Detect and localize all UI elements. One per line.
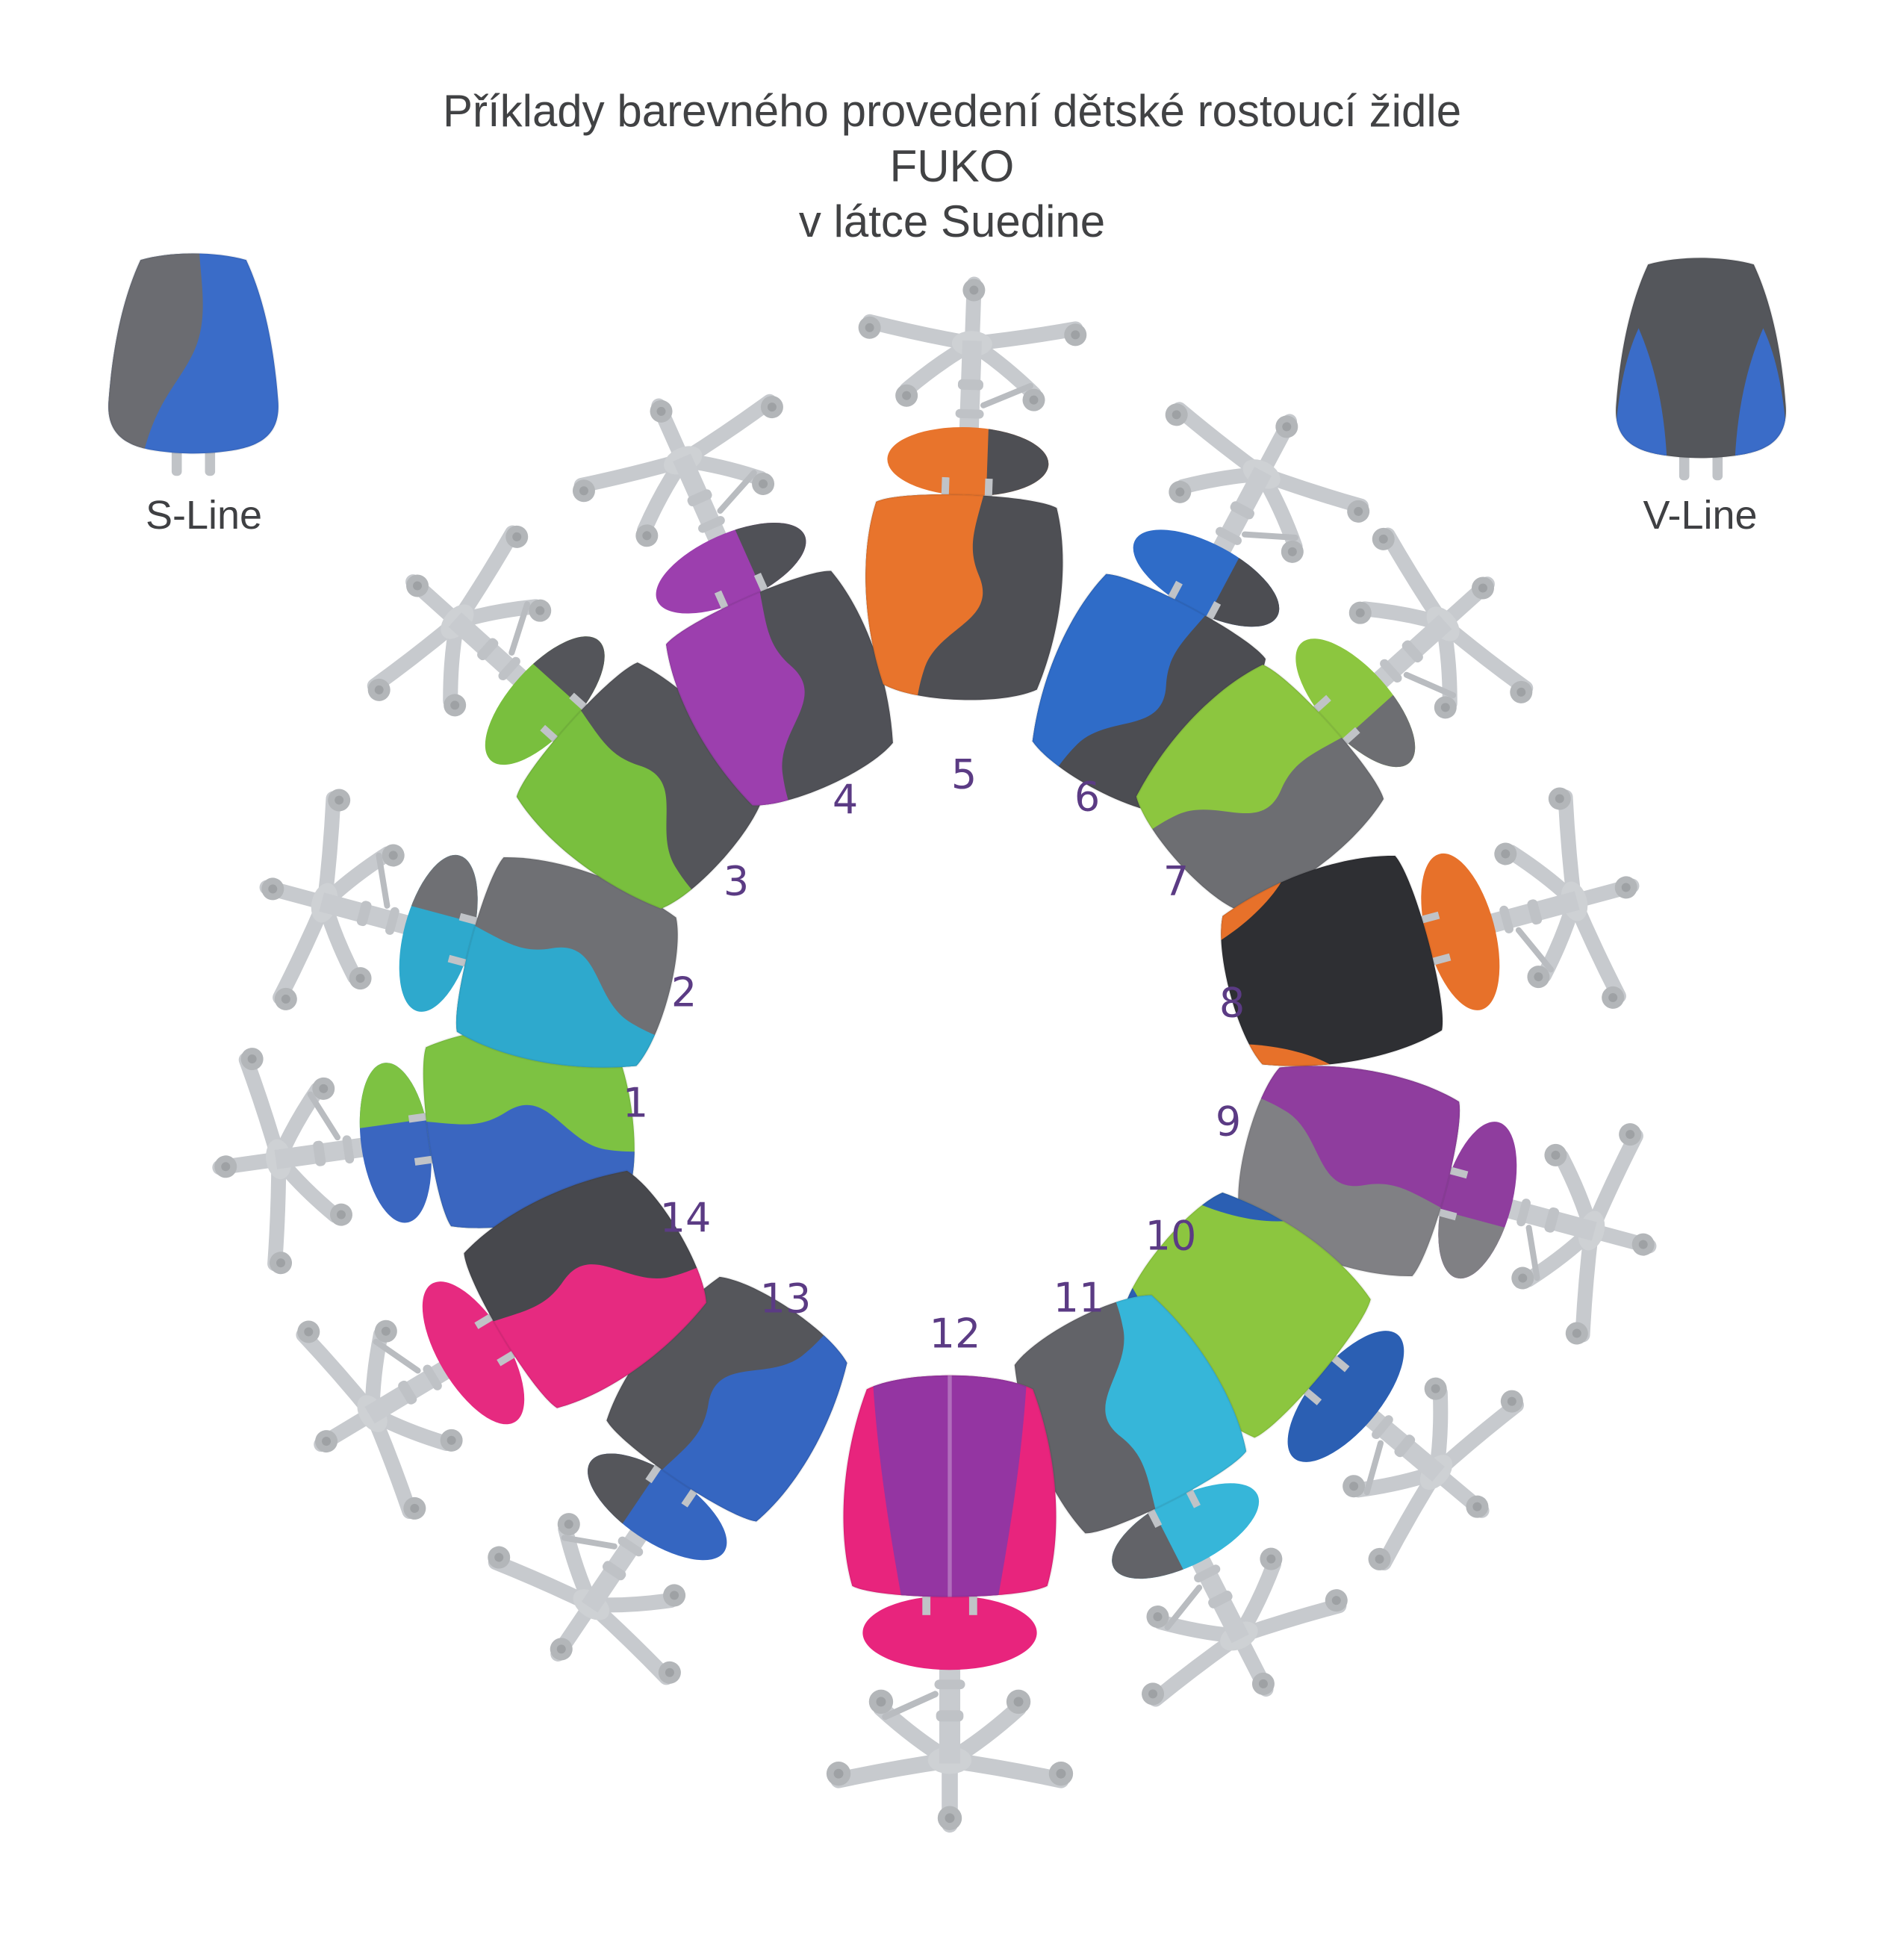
- chair-number-7: 7: [1163, 857, 1189, 905]
- s-line-headrest: [107, 252, 280, 476]
- chair-number-6: 6: [1074, 773, 1101, 821]
- chair-number-13: 13: [759, 1275, 812, 1322]
- v-line-headrest: [1614, 257, 1788, 481]
- chair-number-12: 12: [929, 1310, 981, 1358]
- title-line-1: Příklady barevného provedení dětské rost…: [442, 86, 1462, 136]
- chair-1: [212, 1025, 646, 1275]
- chair-number-2: 2: [671, 969, 697, 1016]
- chair-number-9: 9: [1215, 1098, 1242, 1146]
- chair-number-3: 3: [723, 857, 750, 905]
- chair-number-5: 5: [951, 750, 977, 798]
- chair-number-8: 8: [1219, 979, 1245, 1027]
- s-line-label: S-Line: [145, 493, 263, 538]
- chair-number-14: 14: [659, 1194, 712, 1242]
- v-line-label: V-Line: [1643, 493, 1758, 538]
- title-line-2: FUKO: [889, 141, 1015, 191]
- chair-5: [858, 276, 1087, 703]
- title-line-3: v látce Suedine: [798, 196, 1106, 246]
- chair-12: [826, 1374, 1074, 1833]
- chair-number-10: 10: [1145, 1212, 1197, 1260]
- page-title: Příklady barevného provedení dětské rost…: [0, 84, 1904, 249]
- chair-number-4: 4: [832, 776, 859, 824]
- chair-8: [1204, 787, 1640, 1089]
- chair-number-1: 1: [622, 1079, 649, 1127]
- chair-number-11: 11: [1053, 1274, 1105, 1322]
